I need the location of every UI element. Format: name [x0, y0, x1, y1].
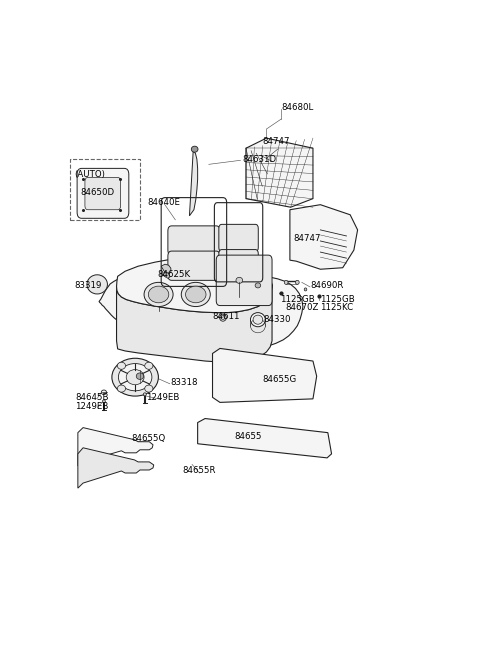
Text: 84655Q: 84655Q	[132, 434, 166, 443]
Ellipse shape	[148, 286, 169, 303]
Ellipse shape	[304, 288, 307, 291]
Text: 84611: 84611	[213, 312, 240, 321]
Text: 84655R: 84655R	[183, 466, 216, 476]
FancyBboxPatch shape	[216, 255, 272, 305]
Text: 84690R: 84690R	[310, 281, 343, 290]
Text: 1249EB: 1249EB	[145, 393, 179, 402]
Text: 1125GB: 1125GB	[280, 295, 315, 304]
Ellipse shape	[181, 282, 210, 307]
Text: 84747: 84747	[263, 137, 290, 146]
Ellipse shape	[126, 369, 144, 384]
FancyBboxPatch shape	[219, 250, 258, 277]
Ellipse shape	[284, 280, 288, 284]
Ellipse shape	[112, 358, 158, 396]
Text: 84655G: 84655G	[262, 375, 296, 384]
Text: 84680L: 84680L	[281, 103, 313, 113]
FancyBboxPatch shape	[77, 168, 129, 218]
Ellipse shape	[119, 364, 152, 391]
Text: 83319: 83319	[74, 281, 101, 290]
Polygon shape	[190, 151, 198, 215]
Text: 1125GB: 1125GB	[321, 295, 355, 304]
Polygon shape	[117, 256, 272, 312]
Text: (AUTO): (AUTO)	[74, 170, 105, 179]
Ellipse shape	[300, 297, 302, 299]
Ellipse shape	[101, 390, 107, 394]
Polygon shape	[163, 272, 170, 278]
Text: 84655: 84655	[235, 432, 263, 441]
Text: 1125KC: 1125KC	[321, 303, 354, 312]
Ellipse shape	[251, 312, 265, 327]
Text: 84631D: 84631D	[242, 155, 276, 164]
Ellipse shape	[186, 286, 206, 303]
Ellipse shape	[145, 362, 153, 369]
FancyBboxPatch shape	[85, 178, 120, 210]
FancyBboxPatch shape	[168, 226, 220, 255]
Text: 84625K: 84625K	[157, 270, 191, 279]
Text: 84640E: 84640E	[147, 198, 180, 207]
Polygon shape	[78, 428, 153, 466]
Text: 84650D: 84650D	[81, 187, 115, 196]
Ellipse shape	[236, 277, 243, 284]
Polygon shape	[246, 138, 313, 207]
Polygon shape	[213, 348, 317, 402]
Ellipse shape	[255, 283, 261, 288]
Text: 84645B: 84645B	[75, 393, 108, 402]
Ellipse shape	[118, 385, 126, 392]
Ellipse shape	[87, 275, 108, 294]
FancyBboxPatch shape	[168, 251, 220, 280]
Ellipse shape	[192, 146, 198, 152]
Polygon shape	[290, 204, 358, 269]
Ellipse shape	[219, 314, 226, 321]
FancyBboxPatch shape	[219, 225, 258, 252]
Polygon shape	[198, 419, 332, 458]
Polygon shape	[99, 274, 303, 352]
Ellipse shape	[145, 385, 153, 392]
Text: 83318: 83318	[171, 378, 198, 386]
Ellipse shape	[144, 393, 146, 396]
Ellipse shape	[253, 315, 263, 324]
Polygon shape	[117, 284, 272, 362]
Polygon shape	[78, 448, 154, 488]
Ellipse shape	[118, 362, 126, 369]
Text: 84330: 84330	[264, 315, 291, 324]
Ellipse shape	[296, 280, 299, 284]
Polygon shape	[161, 264, 171, 273]
Ellipse shape	[136, 373, 144, 379]
Text: 84747: 84747	[293, 234, 321, 244]
Ellipse shape	[144, 282, 173, 307]
Ellipse shape	[102, 400, 106, 403]
Ellipse shape	[221, 316, 225, 320]
Text: 1249EB: 1249EB	[75, 402, 108, 411]
Text: 84670Z: 84670Z	[286, 303, 319, 312]
